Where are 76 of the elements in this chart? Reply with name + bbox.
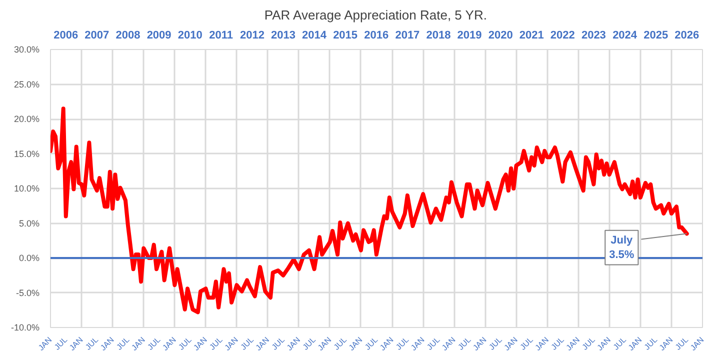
x-tick-label: JUL [518, 334, 536, 352]
x-tick-label: JUL [642, 334, 660, 352]
y-tick-label: -5.0% [16, 288, 40, 298]
x-tick-label: JAN [471, 335, 488, 352]
x2-tick-label: 2007 [84, 30, 110, 42]
x-tick-label: JAN [316, 335, 334, 352]
x-tick-label: JUL [270, 334, 287, 352]
x-tick-label: JAN [626, 335, 644, 352]
x-tick-label: JUL [549, 334, 566, 352]
x2-tick-label: 2023 [581, 30, 606, 42]
y-tick-label: 30.0% [14, 44, 40, 54]
x-tick-label: JAN [36, 335, 54, 352]
x2-tick-label: 2012 [240, 30, 264, 42]
x2-tick-label: 2026 [674, 30, 700, 42]
y-tick-label: 0.0% [18, 253, 40, 263]
y-tick-label: 20.0% [14, 114, 40, 124]
x-tick-label: JAN [658, 335, 675, 352]
x-tick-label: JAN [595, 335, 613, 352]
y-tick-label: -10.0% [10, 322, 40, 332]
x2-tick-label: 2015 [333, 30, 358, 42]
x2-tick-label: 2018 [426, 30, 451, 42]
x-tick-label: JAN [254, 335, 272, 352]
x-tick-label: JAN [68, 335, 85, 352]
x-tick-label: JAN [440, 335, 458, 352]
x2-tick-label: 2019 [457, 30, 482, 42]
x2-tick-label: 2017 [395, 30, 420, 42]
x-tick-label: JUL [425, 334, 442, 352]
annotation: July 3.5% [609, 234, 634, 261]
x2-tick-label: 2025 [644, 30, 668, 42]
x2-tick-label: 2022 [550, 30, 575, 42]
x2-tick-label: 2024 [612, 30, 638, 42]
x2-tick-label: 2010 [178, 30, 202, 42]
x-tick-label: JAN [688, 335, 706, 352]
x2-tick-label: 2008 [116, 30, 140, 42]
x-tick-label: JUL [208, 334, 225, 352]
x2-tick-label: 2014 [302, 30, 328, 42]
x-tick-label: JAN [502, 335, 520, 352]
x-tick-label: JUL [456, 334, 474, 352]
x-tick-label: JAN [347, 335, 364, 352]
y-tick-label: 15.0% [14, 148, 40, 159]
x2-tick-label: 2016 [364, 30, 389, 42]
x-tick-label: JUL [394, 334, 412, 352]
x-tick-label: JAN [409, 335, 426, 352]
y-tick-label: 25.0% [14, 79, 40, 90]
x-tick-label: JAN [192, 335, 210, 352]
x-tick-label: JUL [176, 334, 194, 352]
x-tick-label: JAN [98, 335, 116, 352]
x-tick-label: JAN [160, 335, 178, 352]
chart-title: PAR Average Appreciation Rate, 5 YR. [264, 8, 487, 22]
x-tick-label: JAN [378, 335, 396, 352]
line-series [50, 106, 689, 314]
x-tick-label: JAN [222, 335, 240, 352]
x2-tick-label: 2011 [209, 30, 234, 42]
y-tick-label: 5.0% [18, 218, 40, 228]
x2-tick-label: 2020 [488, 30, 513, 42]
x-tick-label: JUL [114, 334, 132, 352]
x2-tick-label: 2009 [146, 30, 172, 42]
x-tick-label: JUL [487, 334, 504, 352]
x-tick-label: JUL [332, 334, 349, 352]
x-tick-label: JUL [674, 334, 690, 352]
x-tick-label: JAN [130, 335, 148, 352]
x-tick-label: JUL [363, 334, 380, 352]
x2-tick-label: 2006 [54, 30, 78, 42]
x-tick-label: JUL [580, 334, 598, 352]
x-tick-label: JUL [238, 334, 256, 352]
x2-tick-label: 2021 [519, 30, 544, 42]
x-tick-label: JUL [84, 334, 100, 352]
y-tick-label: 10.0% [14, 184, 40, 194]
x-tick-label: JAN [564, 335, 582, 352]
x-tick-label: JUL [146, 334, 163, 352]
x-tick-label: JAN [533, 335, 551, 352]
x-tick-label: JUL [301, 334, 318, 352]
x2-tick-label: 2013 [271, 30, 296, 42]
x-tick-label: JAN [285, 335, 302, 352]
x-tick-label: JUL [612, 334, 628, 352]
x-tick-label: JUL [52, 334, 70, 352]
